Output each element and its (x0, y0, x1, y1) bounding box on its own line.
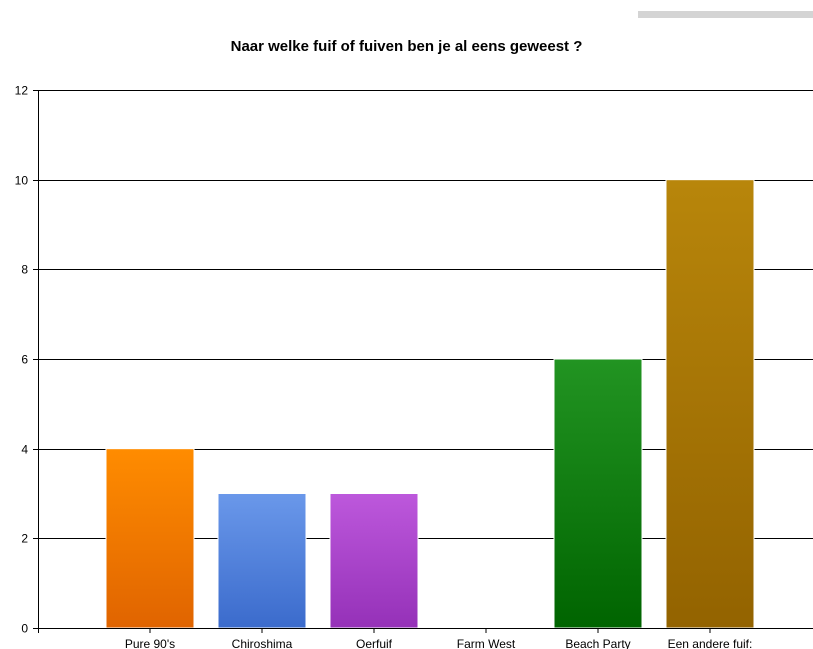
bars (105, 179, 755, 629)
x-category-label: Beach Party (565, 637, 630, 649)
axis-labels: 0 2 4 6 8 10 12 Pure 90's Chiroshima Oerfuif Farm … (15, 84, 753, 649)
x-category-label: Oerfuif (356, 637, 393, 649)
x-category-label: Pure 90's (125, 637, 175, 649)
scrollbar-stub[interactable] (638, 11, 813, 18)
bar-1 (217, 493, 307, 629)
y-tick-label: 0 (21, 622, 28, 636)
bar-2 (329, 493, 419, 629)
chart-title: Naar welke fuif of fuiven ben je al eens… (230, 38, 583, 55)
axes (33, 90, 813, 633)
x-category-label: Farm West (457, 637, 516, 649)
y-tick-label: 10 (15, 174, 29, 188)
bar-0 (105, 448, 195, 629)
x-category-label: Chiroshima (232, 637, 293, 649)
y-tick-label: 8 (21, 263, 28, 277)
x-category-label: Een andere fuif: (668, 637, 753, 649)
bar-4 (553, 358, 643, 629)
y-tick-label: 6 (21, 353, 28, 367)
y-tick-label: 4 (21, 443, 28, 457)
bar-5 (665, 179, 755, 629)
y-tick-label: 12 (15, 84, 29, 98)
y-tick-label: 2 (21, 532, 28, 546)
